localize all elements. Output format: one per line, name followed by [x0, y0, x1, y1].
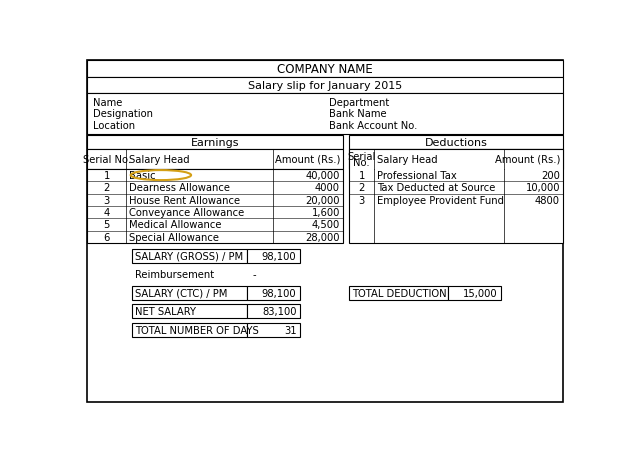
Bar	[87, 136, 343, 150]
Text: Dearness Allowance: Dearness Allowance	[129, 183, 230, 193]
Text: Amount (Rs.): Amount (Rs.)	[275, 155, 340, 165]
Text: Reimbursement: Reimbursement	[135, 270, 214, 280]
Text: 15,000: 15,000	[464, 288, 498, 298]
Bar	[349, 136, 563, 150]
Text: Employee Provident Fund: Employee Provident Fund	[377, 195, 504, 205]
Text: 5: 5	[104, 220, 110, 230]
Text: Earnings: Earnings	[191, 138, 239, 148]
Text: -: -	[253, 270, 256, 280]
Text: 4800: 4800	[535, 195, 560, 205]
Bar	[87, 169, 343, 243]
Text: SALARY (GROSS) / PM: SALARY (GROSS) / PM	[135, 252, 244, 261]
Text: COMPANY NAME: COMPANY NAME	[277, 63, 373, 76]
Text: Location: Location	[93, 121, 135, 131]
Bar	[349, 150, 563, 243]
Bar	[349, 150, 563, 169]
Bar	[87, 78, 563, 94]
Text: 28,000: 28,000	[305, 232, 340, 242]
Text: Salary Head: Salary Head	[377, 155, 438, 165]
Bar	[132, 305, 247, 319]
Text: NET SALARY: NET SALARY	[135, 307, 197, 317]
Text: Deductions: Deductions	[425, 138, 488, 148]
Text: Bank Account No.: Bank Account No.	[329, 121, 417, 131]
Text: 98,100: 98,100	[262, 252, 296, 261]
Bar	[132, 286, 247, 300]
Text: Serial No.: Serial No.	[83, 155, 130, 165]
Text: 1,600: 1,600	[312, 207, 340, 218]
Text: Professional Tax: Professional Tax	[377, 171, 457, 181]
Text: SALARY (CTC) / PM: SALARY (CTC) / PM	[135, 288, 228, 298]
Text: 2: 2	[359, 183, 365, 193]
Text: 3: 3	[359, 195, 364, 205]
Text: Conveyance Allowance: Conveyance Allowance	[129, 207, 244, 218]
Text: 4,500: 4,500	[312, 220, 340, 230]
Bar	[87, 150, 343, 169]
Text: Special Allowance: Special Allowance	[129, 232, 219, 242]
Text: Tax Deducted at Source: Tax Deducted at Source	[377, 183, 495, 193]
Text: TOTAL DEDUCTION: TOTAL DEDUCTION	[352, 288, 447, 298]
Text: Department: Department	[329, 98, 389, 108]
Text: 4: 4	[104, 207, 110, 218]
Text: 4000: 4000	[315, 183, 340, 193]
Text: 10,000: 10,000	[525, 183, 560, 193]
Bar	[247, 323, 300, 337]
Bar	[448, 286, 501, 300]
Bar	[87, 61, 563, 78]
Bar	[132, 323, 247, 337]
Text: 1: 1	[104, 171, 110, 181]
Text: 20,000: 20,000	[305, 195, 340, 205]
Bar	[247, 305, 300, 319]
Text: Salary Head: Salary Head	[129, 155, 190, 165]
Text: Medical Allowance: Medical Allowance	[129, 220, 221, 230]
Text: 40,000: 40,000	[305, 171, 340, 181]
Text: Basic: Basic	[129, 171, 156, 181]
Text: Name: Name	[93, 98, 123, 108]
Bar	[247, 249, 300, 263]
Text: No.: No.	[353, 157, 370, 168]
Text: Amount (Rs.): Amount (Rs.)	[495, 155, 560, 165]
Text: 200: 200	[541, 171, 560, 181]
Text: House Rent Allowance: House Rent Allowance	[129, 195, 240, 205]
Text: 3: 3	[104, 195, 110, 205]
Text: TOTAL NUMBER OF DAYS: TOTAL NUMBER OF DAYS	[135, 325, 259, 335]
Bar	[132, 249, 247, 263]
Text: 1: 1	[359, 171, 365, 181]
Bar	[87, 94, 563, 135]
Text: Bank Name: Bank Name	[329, 109, 387, 119]
Text: Serial: Serial	[347, 151, 376, 162]
Text: 2: 2	[104, 183, 110, 193]
Text: 6: 6	[104, 232, 110, 242]
Text: 98,100: 98,100	[262, 288, 296, 298]
Text: 83,100: 83,100	[262, 307, 296, 317]
Text: Designation: Designation	[93, 109, 153, 119]
Bar	[349, 286, 448, 300]
Bar	[247, 286, 300, 300]
Text: Salary slip for January 2015: Salary slip for January 2015	[248, 81, 403, 91]
Text: 31: 31	[284, 325, 296, 335]
